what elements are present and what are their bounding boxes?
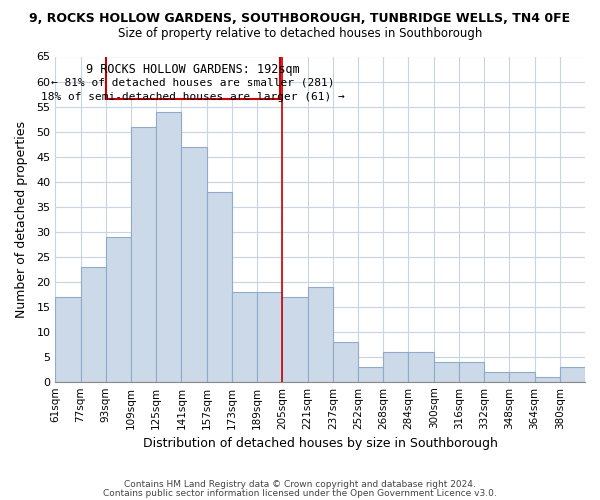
Bar: [509, 372, 535, 382]
Text: 9, ROCKS HOLLOW GARDENS, SOUTHBOROUGH, TUNBRIDGE WELLS, TN4 0FE: 9, ROCKS HOLLOW GARDENS, SOUTHBOROUGH, T…: [29, 12, 571, 26]
Text: ← 81% of detached houses are smaller (281): ← 81% of detached houses are smaller (28…: [51, 78, 335, 88]
Bar: [131, 126, 156, 382]
Bar: [409, 352, 434, 382]
Bar: [358, 366, 383, 382]
Bar: [535, 376, 560, 382]
FancyBboxPatch shape: [106, 56, 280, 99]
Bar: [232, 292, 257, 382]
Bar: [308, 286, 333, 382]
Bar: [383, 352, 409, 382]
Text: 9 ROCKS HOLLOW GARDENS: 192sqm: 9 ROCKS HOLLOW GARDENS: 192sqm: [86, 62, 299, 76]
Bar: [434, 362, 459, 382]
Bar: [560, 366, 585, 382]
Text: 18% of semi-detached houses are larger (61) →: 18% of semi-detached houses are larger (…: [41, 92, 344, 102]
Bar: [80, 266, 106, 382]
Bar: [333, 342, 358, 382]
Bar: [206, 192, 232, 382]
Bar: [459, 362, 484, 382]
Bar: [55, 296, 80, 382]
X-axis label: Distribution of detached houses by size in Southborough: Distribution of detached houses by size …: [143, 437, 497, 450]
Bar: [106, 236, 131, 382]
Bar: [257, 292, 283, 382]
Bar: [181, 146, 206, 382]
Bar: [283, 296, 308, 382]
Text: Contains HM Land Registry data © Crown copyright and database right 2024.: Contains HM Land Registry data © Crown c…: [124, 480, 476, 489]
Y-axis label: Number of detached properties: Number of detached properties: [15, 120, 28, 318]
Bar: [156, 112, 181, 382]
Text: Size of property relative to detached houses in Southborough: Size of property relative to detached ho…: [118, 28, 482, 40]
Text: Contains public sector information licensed under the Open Government Licence v3: Contains public sector information licen…: [103, 488, 497, 498]
Bar: [484, 372, 509, 382]
